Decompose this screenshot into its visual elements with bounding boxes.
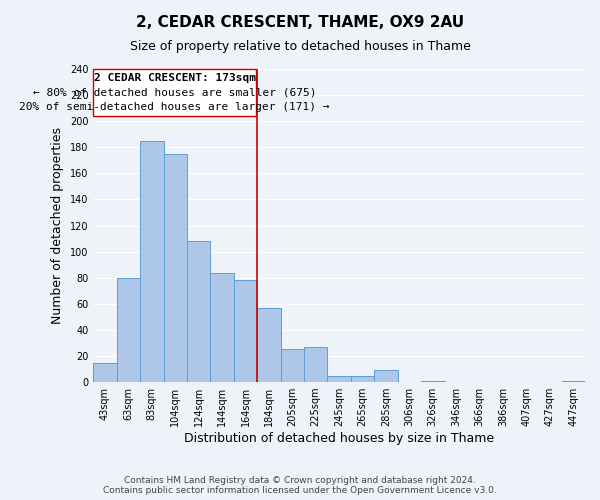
Bar [304,347,328,382]
Bar [421,381,445,382]
Bar [140,140,164,382]
Bar [281,350,304,382]
Bar [211,272,234,382]
Bar [257,308,281,382]
Text: 2, CEDAR CRESCENT, THAME, OX9 2AU: 2, CEDAR CRESCENT, THAME, OX9 2AU [136,15,464,30]
Text: ← 80% of detached houses are smaller (675): ← 80% of detached houses are smaller (67… [33,88,316,98]
Bar [164,154,187,382]
Bar [328,376,351,382]
Text: Contains HM Land Registry data © Crown copyright and database right 2024.
Contai: Contains HM Land Registry data © Crown c… [103,476,497,495]
Bar [351,376,374,382]
X-axis label: Distribution of detached houses by size in Thame: Distribution of detached houses by size … [184,432,494,445]
FancyBboxPatch shape [94,69,256,116]
Y-axis label: Number of detached properties: Number of detached properties [51,127,64,324]
Text: 20% of semi-detached houses are larger (171) →: 20% of semi-detached houses are larger (… [19,102,330,112]
Text: 2 CEDAR CRESCENT: 173sqm: 2 CEDAR CRESCENT: 173sqm [94,74,256,84]
Bar [94,362,117,382]
Bar [187,241,211,382]
Text: Size of property relative to detached houses in Thame: Size of property relative to detached ho… [130,40,470,53]
Bar [234,280,257,382]
Bar [117,278,140,382]
Bar [562,381,585,382]
Bar [374,370,398,382]
